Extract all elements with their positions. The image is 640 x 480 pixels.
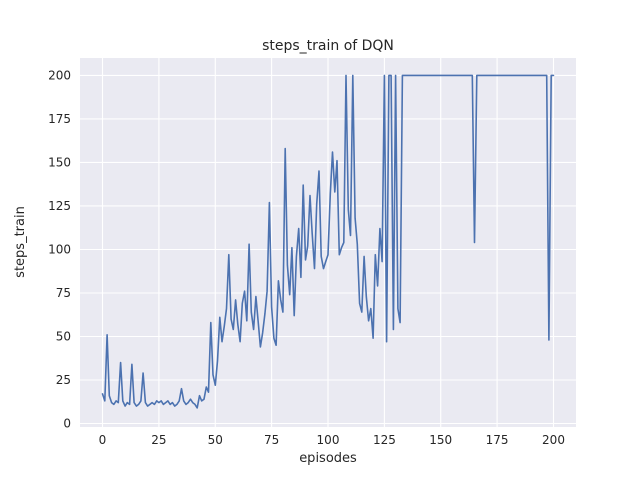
x-tick-label: 175 [486, 433, 509, 447]
y-tick-label: 200 [48, 68, 71, 82]
x-tick-label: 150 [429, 433, 452, 447]
x-tick-label: 0 [99, 433, 107, 447]
x-tick-label: 200 [542, 433, 565, 447]
x-tick-label: 125 [373, 433, 396, 447]
y-tick-label: 75 [56, 286, 71, 300]
x-tick-label: 50 [208, 433, 223, 447]
y-tick-label: 25 [56, 373, 71, 387]
x-axis-label: episodes [299, 451, 357, 466]
x-tick-label: 100 [317, 433, 340, 447]
y-tick-label: 175 [48, 112, 71, 126]
tick-labels: 0 25 50 75 100 125 150 175 200 0 25 50 75 100 125 150 17… [48, 68, 565, 447]
x-tick-label: 25 [151, 433, 166, 447]
chart-title: steps_train of DQN [262, 38, 394, 54]
x-tick-label: 75 [264, 433, 279, 447]
y-axis-label: steps_train [13, 206, 28, 278]
y-tick-label: 0 [63, 417, 71, 431]
y-tick-label: 125 [48, 199, 71, 213]
steps-train-line [101, 74, 555, 409]
y-tick-label: 150 [48, 155, 71, 169]
y-tick-label: 50 [56, 330, 71, 344]
y-tick-label: 100 [48, 243, 71, 257]
